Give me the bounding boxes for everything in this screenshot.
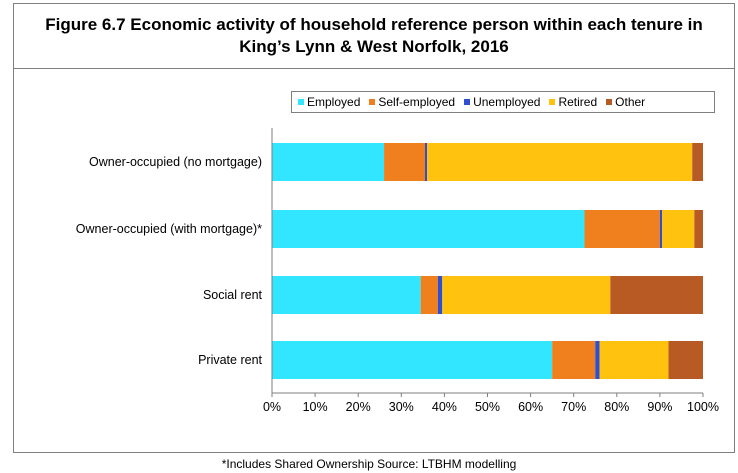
legend-swatch xyxy=(606,99,613,105)
bar-segment-other-social-rent xyxy=(610,276,703,314)
x-tick-label: 90% xyxy=(647,400,672,414)
bar-segment-retired-private-rent xyxy=(599,341,669,379)
legend-label: Other xyxy=(615,95,646,109)
legend-item-self-employed: Self-employed xyxy=(369,95,455,109)
x-tick-label: 80% xyxy=(604,400,629,414)
bar-segment-retired-social-rent xyxy=(442,276,611,314)
category-label: Owner-occupied (no mortgage) xyxy=(89,155,262,169)
category-labels: Owner-occupied (no mortgage) Owner-occupi… xyxy=(76,155,263,367)
category-label: Owner-occupied (with mortgage)* xyxy=(76,222,262,236)
bar-segment-other-owner-occupied-with-mortgage xyxy=(694,210,703,248)
x-tick-label: 60% xyxy=(518,400,543,414)
x-tick-label: 40% xyxy=(432,400,457,414)
bar-segment-employed-social-rent xyxy=(272,276,421,314)
chart-title-box: Figure 6.7 Economic activity of househol… xyxy=(13,3,735,69)
bar-segment-self-employed-owner-occupied-with-mortgage xyxy=(584,210,660,248)
legend-swatch xyxy=(369,99,376,105)
legend-item-other: Other xyxy=(606,95,645,109)
legend-item-retired: Retired xyxy=(549,95,597,109)
bar-segment-retired-owner-occupied-no-mortgage xyxy=(427,143,693,181)
legend-swatch xyxy=(298,99,304,105)
legend-item-employed: Employed xyxy=(298,95,360,109)
source-note: *Includes Shared Ownership Source: LTBHM… xyxy=(221,457,517,471)
bar-segment-other-owner-occupied-no-mortgage xyxy=(692,143,703,181)
bar-segment-employed-private-rent xyxy=(272,341,553,379)
bar-segment-unemployed-owner-occupied-with-mortgage xyxy=(659,210,663,248)
bar-segment-self-employed-social-rent xyxy=(420,276,438,314)
x-tick-label: 100% xyxy=(687,400,719,414)
legend-item-unemployed: Unemployed xyxy=(464,95,540,109)
legend-label: Unemployed xyxy=(473,95,541,109)
legend-label: Employed xyxy=(307,95,361,109)
bar-segment-self-employed-private-rent xyxy=(552,341,596,379)
category-label: Social rent xyxy=(203,288,263,302)
bar-segment-unemployed-private-rent xyxy=(595,341,600,379)
chart-title-line-1: Figure 6.7 Economic activity of househol… xyxy=(45,15,703,34)
x-tick-label: 30% xyxy=(389,400,414,414)
bar-segment-retired-owner-occupied-with-mortgage xyxy=(662,210,695,248)
category-label: Private rent xyxy=(198,353,262,367)
bar-segment-employed-owner-occupied-with-mortgage xyxy=(272,210,585,248)
x-tick-label: 50% xyxy=(475,400,500,414)
x-axis: 0% 10% 20% 30% 40% 50% 60% 70% 80% 90% 100% xyxy=(263,128,719,414)
bar-segment-self-employed-owner-occupied-no-mortgage xyxy=(384,143,426,181)
legend-label: Retired xyxy=(558,95,598,109)
legend-swatch xyxy=(549,99,556,105)
bar-segment-other-private-rent xyxy=(668,341,703,379)
legend-label: Self-employed xyxy=(378,95,456,109)
bar-segment-unemployed-social-rent xyxy=(437,276,443,314)
x-tick-label: 20% xyxy=(346,400,371,414)
x-tick-label: 70% xyxy=(561,400,586,414)
bar-segment-unemployed-owner-occupied-no-mortgage xyxy=(425,143,428,181)
chart-legend: Employed Self-employed Unemployed Retired Ot… xyxy=(291,91,715,113)
x-tick-label: 10% xyxy=(303,400,328,414)
chart-title-line-2: King’s Lynn & West Norfolk, 2016 xyxy=(239,37,509,56)
bars-layer xyxy=(272,143,703,379)
legend-swatch xyxy=(464,99,471,105)
bar-segment-employed-owner-occupied-no-mortgage xyxy=(272,143,385,181)
chart-area xyxy=(13,68,735,453)
x-tick-label: 0% xyxy=(263,400,281,414)
